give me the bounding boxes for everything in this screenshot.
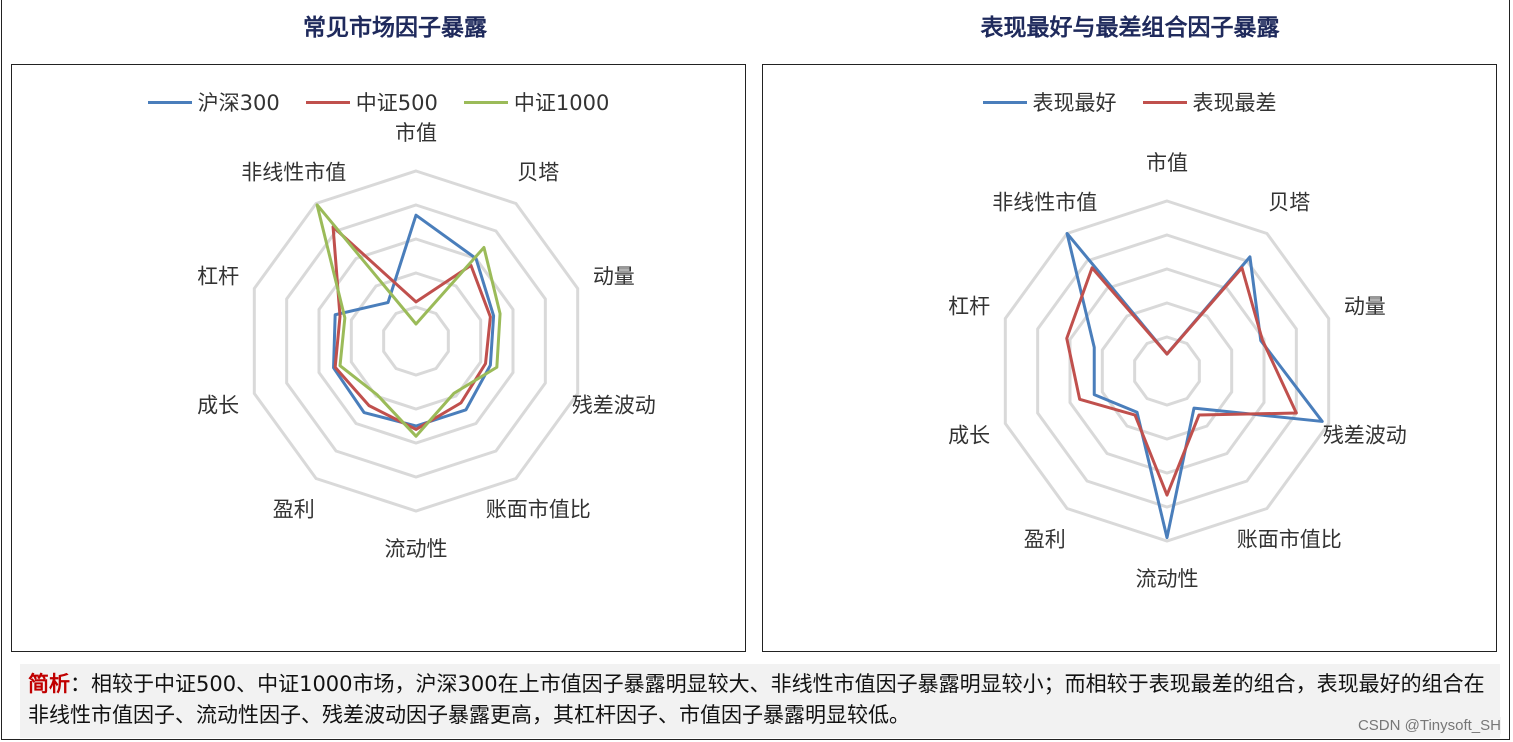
axis-label-3: 残差波动: [572, 393, 656, 417]
chart-title-left: 常见市场因子暴露: [303, 15, 487, 41]
grid-ring-1: [1133, 335, 1201, 407]
series-line-2: [315, 203, 502, 438]
axis-label-3: 残差波动: [1323, 423, 1407, 447]
legend-label-0: 表现最好: [1032, 91, 1117, 115]
legend-item-1: 表现最差: [1142, 87, 1277, 117]
legend-label-2: 中证1000: [513, 91, 610, 115]
axis-label-9: 非线性市值: [992, 191, 1097, 215]
grid-ring-2: [1100, 301, 1234, 441]
legend-left: 沪深300 中证500 中证1000: [12, 87, 745, 117]
grid-ring-3: [317, 237, 515, 445]
legend-label-1: 表现最差: [1192, 91, 1277, 115]
legend-swatch-2: [463, 100, 508, 104]
grid-ring-1: [382, 305, 450, 377]
grid-ring-5: [252, 169, 580, 513]
legend-swatch-1: [305, 100, 350, 104]
axis-label-0: 市值: [1146, 151, 1188, 175]
legend-item-1: 中证500: [305, 87, 438, 117]
radar-panel-left: 沪深300 中证500 中证1000 市值贝塔动量残差波动账面市值比流动性 盈利 成长 杠…: [11, 64, 746, 652]
axis-label-6: 盈利: [273, 497, 315, 521]
series-line-0: [332, 213, 496, 428]
axis-label-0: 市值: [395, 121, 437, 145]
analysis-note: 简析：相较于中证500、中证1000市场，沪深300在上市值因子暴露明显较大、非…: [20, 664, 1500, 738]
axis-label-6: 盈利: [1024, 527, 1066, 551]
grid-ring-4: [285, 203, 547, 479]
series-line-1: [1065, 266, 1298, 497]
axis-label-1: 贝塔: [517, 161, 559, 185]
axis-label-4: 账面市值比: [486, 497, 591, 521]
watermark: CSDN @Tinysoft_SH: [1353, 717, 1501, 734]
legend-label-1: 中证500: [355, 91, 438, 115]
series-line-0: [1065, 231, 1324, 540]
grid-ring-4: [1036, 233, 1298, 509]
analysis-note-text: ：相较于中证500、中证1000市场，沪深300在上市值因子暴露明显较大、非线性…: [28, 672, 1485, 727]
legend-item-0: 表现最好: [982, 87, 1117, 117]
axis-label-7: 成长: [197, 393, 239, 417]
axis-label-2: 动量: [1344, 295, 1386, 319]
legend-label-0: 沪深300: [197, 91, 280, 115]
legend-right: 表现最好 表现最差: [763, 87, 1496, 117]
legend-item-0: 沪深300: [147, 87, 280, 117]
radar-panel-right: 表现最好 表现最差 市值贝塔动量残差波动账面市值比流动性 盈利 成长 杠杆 非线性市值: [762, 64, 1497, 652]
axis-label-8: 杠杆: [948, 295, 990, 319]
legend-item-2: 中证1000: [463, 87, 610, 117]
axis-label-2: 动量: [593, 265, 635, 289]
grid-ring-5: [1003, 199, 1331, 543]
analysis-note-label: 简析: [28, 672, 70, 696]
axis-label-9: 非线性市值: [241, 161, 346, 185]
axis-label-7: 成长: [948, 423, 990, 447]
axis-label-8: 杠杆: [197, 265, 239, 289]
axis-label-5: 流动性: [385, 537, 448, 561]
grid-ring-3: [1068, 267, 1266, 475]
chart-title-right: 表现最好与最差组合因子暴露: [980, 15, 1280, 41]
legend-swatch-1: [1142, 100, 1187, 104]
legend-swatch-0: [982, 100, 1027, 104]
legend-swatch-0: [147, 100, 192, 104]
axis-label-4: 账面市值比: [1237, 527, 1342, 551]
axis-label-1: 贝塔: [1268, 191, 1310, 215]
axis-label-5: 流动性: [1136, 567, 1199, 591]
